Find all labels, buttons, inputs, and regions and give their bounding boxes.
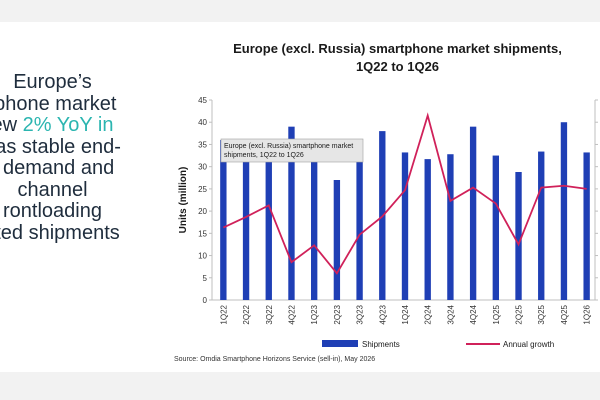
x-tick-label: 2Q22 [242, 304, 251, 324]
slide-text-line: channel [17, 178, 88, 201]
chart-tooltip-text: Europe (excl. Russia) smartphone market [224, 143, 353, 150]
bar-shipments [583, 152, 590, 300]
chart-title-line-2: 1Q22 to 1Q26 [355, 59, 440, 74]
highlight-text: 2% YoY in [22, 114, 114, 136]
x-tick-label: 2Q24 [424, 304, 433, 324]
bar-shipments [447, 154, 454, 300]
y-tick-label: 5 [203, 274, 208, 283]
x-tick-label: 1Q22 [219, 304, 228, 324]
x-tick-label: 3Q24 [446, 304, 455, 324]
slide-text-line: Europe’s [13, 71, 92, 93]
legend-label-shipments: Shipments [362, 340, 400, 349]
bar-shipments [220, 140, 227, 300]
x-tick-label: 1Q26 [583, 304, 592, 324]
slide-bottom-band [0, 372, 600, 400]
bar-shipments [356, 157, 363, 300]
x-tick-label: 1Q25 [492, 304, 501, 324]
bar-shipments [401, 152, 409, 300]
bar-shipments [469, 126, 477, 301]
slide-text-line: tphone market [0, 92, 117, 115]
bar-shipments [538, 151, 545, 300]
x-tick-label: 4Q22 [287, 304, 296, 324]
bar-shipments [560, 122, 568, 300]
x-tick-label: 3Q22 [265, 304, 274, 324]
chart-tooltip [220, 138, 364, 163]
source-note: Source: Omdia Smartphone Horizons Servic… [174, 356, 376, 363]
slide-text-line: rontloading [3, 200, 102, 222]
y-tick-label: 15 [198, 229, 207, 238]
bar-shipments [492, 155, 500, 300]
x-tick-label: 1Q24 [401, 304, 410, 324]
y-tick-label: 20 [198, 207, 207, 216]
slide-top-band [0, 0, 600, 22]
y-tick-label: 0 [203, 296, 208, 305]
line-annual-growth [222, 112, 587, 275]
slide-text-line: r demand and [0, 157, 115, 179]
x-tick-label: 3Q23 [356, 304, 365, 324]
chart-title: Europe (excl. Russia) smartphone market … [205, 40, 590, 76]
y-axis-title: Units (million) [178, 167, 189, 234]
y-tick-label: 45 [198, 96, 207, 105]
x-tick-label: 4Q25 [560, 304, 569, 324]
x-tick-label: 2Q23 [333, 304, 342, 324]
bar-shipments [515, 172, 522, 300]
y-tick-label: 10 [198, 252, 207, 261]
y-tick-label: 25 [198, 185, 207, 194]
x-tick-label: 1Q23 [310, 304, 319, 324]
slide-body-text: Europe’s tphone market ew 2% YoY in , as… [0, 71, 160, 244]
y-tick-label: 30 [198, 163, 207, 172]
x-tick-label: 2Q25 [515, 304, 524, 324]
chart-title-line-1: Europe (excl. Russia) smartphone market … [233, 41, 562, 56]
slide-text-line: ew 2% YoY in [0, 114, 114, 136]
bar-shipments [265, 157, 272, 300]
y-tick-label: 35 [198, 140, 207, 149]
bar-shipments [310, 157, 318, 300]
bar-shipments [333, 180, 341, 300]
y-tick-label: 40 [198, 118, 207, 127]
slide-text-line: , as stable end- [0, 135, 121, 158]
bar-shipments [242, 157, 250, 300]
x-tick-label: 4Q23 [378, 304, 387, 324]
bar-shipments [288, 126, 295, 301]
legend-label-annual-growth: Annual growth [503, 340, 554, 349]
x-tick-label: 4Q24 [469, 304, 478, 324]
bar-shipments [424, 159, 431, 300]
x-tick-label: 3Q25 [537, 304, 546, 324]
chart-tooltip-text: shipments, 1Q22 to 1Q26 [224, 152, 304, 159]
legend-swatch-shipments [322, 340, 358, 347]
slide-text-line: sted shipments [0, 221, 120, 244]
